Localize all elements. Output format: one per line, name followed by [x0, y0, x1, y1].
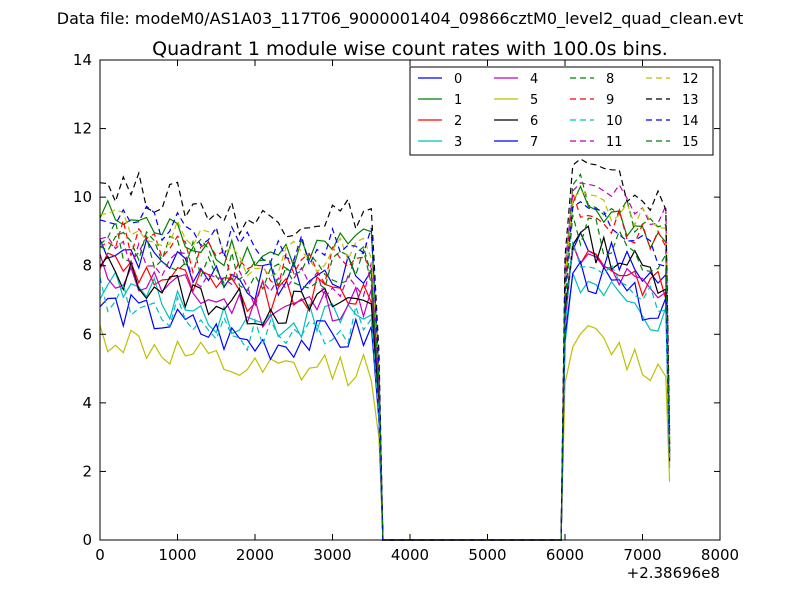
series-line-3	[99, 270, 671, 541]
series-line-2	[99, 244, 671, 541]
y-tick-label: 4	[82, 394, 92, 412]
y-tick-label: 10	[73, 188, 92, 206]
legend-label-7: 7	[530, 135, 538, 150]
y-tick-label: 14	[73, 51, 92, 69]
legend-label-1: 1	[454, 93, 462, 108]
series-line-13	[99, 158, 671, 541]
legend-label-2: 2	[454, 114, 462, 129]
x-tick-label: 8000	[701, 546, 739, 564]
axis-ticks: 0 1000 2000 3000 4000 5000 6000 7000 80000246810…	[73, 51, 739, 564]
series-line-11	[99, 182, 671, 541]
legend-box	[409, 66, 714, 156]
legend-label-10: 10	[606, 114, 623, 129]
x-tick-label: 4000	[391, 546, 429, 564]
series-line-15	[99, 214, 671, 541]
x-tick-label: 3000	[313, 546, 351, 564]
legend-label-4: 4	[530, 72, 538, 87]
y-tick-label: 6	[82, 325, 92, 343]
series-line-8	[99, 173, 671, 541]
legend-label-9: 9	[606, 93, 614, 108]
plot-lines	[99, 158, 671, 541]
series-line-9	[99, 192, 671, 541]
legend-label-12: 12	[682, 72, 699, 87]
y-tick-label: 8	[82, 257, 92, 275]
series-line-1	[99, 184, 671, 541]
x-axis-offset-label: +2.38696e8	[627, 564, 720, 582]
y-tick-label: 0	[82, 531, 92, 549]
series-line-14	[99, 200, 671, 541]
x-tick-label: 6000	[546, 546, 584, 564]
legend-label-14: 14	[682, 114, 699, 129]
y-tick-label: 2	[82, 462, 92, 480]
legend-label-3: 3	[454, 135, 462, 150]
x-tick-label: 1000	[158, 546, 196, 564]
y-tick-label: 12	[73, 120, 92, 138]
x-tick-label: 5000	[468, 546, 506, 564]
chart-suptitle: Data file: modeM0/AS1A03_117T06_90000014…	[57, 9, 743, 29]
chart-title: Quadrant 1 module wise count rates with …	[152, 38, 668, 60]
x-tick-label: 7000	[623, 546, 661, 564]
series-line-10	[99, 241, 671, 541]
x-tick-label: 0	[95, 546, 105, 564]
legend-label-6: 6	[530, 114, 538, 129]
x-tick-label: 2000	[236, 546, 274, 564]
legend-label-13: 13	[682, 93, 699, 108]
series-line-5	[99, 325, 671, 541]
legend-label-5: 5	[530, 93, 538, 108]
legend-label-0: 0	[454, 72, 462, 87]
series-line-7	[99, 260, 671, 541]
series-line-0	[99, 231, 671, 541]
legend-label-11: 11	[606, 135, 623, 150]
legend-label-15: 15	[682, 135, 699, 150]
legend-label-8: 8	[606, 72, 614, 87]
